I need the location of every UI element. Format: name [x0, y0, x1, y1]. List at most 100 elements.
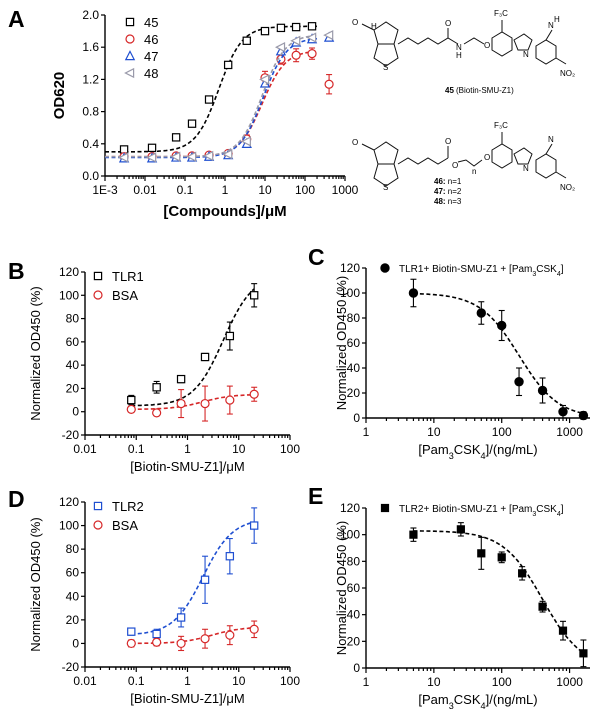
chart-b-series-1-legend-label: BSA — [112, 288, 138, 303]
ester-carbonyl-o: O — [445, 137, 451, 146]
chart-a-series-0-point — [276, 23, 286, 33]
chart-a-ylabel: OD620 — [51, 72, 68, 120]
repeat-n: n — [472, 167, 476, 176]
compound-48-id: 48: — [434, 197, 446, 206]
chart-c-series-0-legend-marker — [380, 263, 390, 273]
chart-b-ytick-label: 0 — [72, 405, 79, 419]
phenyl-ring-2 — [491, 143, 513, 169]
chart-b-series-1-fit-line — [131, 393, 255, 411]
imidazole-n: N — [523, 50, 529, 59]
chart-b-series-0-point — [127, 395, 136, 405]
chart-d-ytick-label: 0 — [72, 636, 79, 650]
chart-b-series-0-point — [249, 291, 259, 300]
chart-a-series-0-point — [291, 22, 301, 32]
chart-a-xtick-label: 1000 — [332, 183, 359, 197]
chart-a-series-1-point — [307, 49, 317, 59]
chart-c-ytick-label: 100 — [340, 286, 360, 300]
chart-d-ytick-label: 100 — [59, 519, 79, 533]
chart-e-ytick-label: 40 — [347, 608, 361, 622]
chart-e-series-0-point — [518, 569, 527, 578]
chart-d-series-1-point — [176, 638, 186, 649]
chart-a-series-3-point — [170, 151, 181, 162]
nh-h: H — [554, 15, 560, 24]
chart-d-series-0-legend-label: TLR2 — [112, 499, 144, 514]
chart-a-xtick-label: 0.1 — [177, 183, 194, 197]
chart-b-series-1-point — [176, 398, 186, 409]
chart-b-series-0-point — [152, 383, 161, 392]
chart-c-series-0-fit-line — [413, 292, 584, 415]
imidazole-ring-2 — [513, 147, 533, 165]
chart-a-series-3-point — [290, 35, 301, 46]
chart-a: 0.0 0.4 0.8 1.2 1.6 2.0 1E-3 0.01 0.1 1 10 100 1000 [… — [51, 8, 359, 220]
chart-b-series-1-point — [152, 408, 162, 418]
chart-a-series-0-point — [119, 145, 129, 154]
chart-d-series-1-point — [249, 624, 259, 634]
chart-a-xtick-label: 100 — [295, 183, 315, 197]
chart-b: -20 0 20 40 60 80 100 120 0.01 0.1 1 10 100 [Biotin-S… — [28, 265, 300, 474]
chart-e-series-0-point — [409, 530, 418, 539]
panel-letter-e: E — [308, 483, 323, 509]
chart-c-ytick-label: 120 — [340, 261, 360, 275]
biotin-thiophane-ring-2 — [373, 163, 399, 187]
chart-e-xtick-label: 100 — [492, 675, 512, 689]
nitro-group-2: NO₂ — [560, 183, 575, 192]
chart-a-series-3-point — [259, 74, 270, 85]
chart-a-series-0-point — [223, 60, 233, 70]
chart-d-series-0-point — [152, 629, 161, 639]
biotin-ureido-ring-2 — [373, 141, 399, 165]
chart-d-series-1-fit-line — [131, 627, 255, 645]
chart-a-series-3-point — [222, 149, 233, 160]
chart-b-series-0-point — [200, 352, 210, 362]
amide-oxygen: O — [445, 19, 451, 28]
biotin-oxygen-2: O — [352, 138, 358, 147]
biotin-ureido-ring — [373, 21, 399, 45]
chart-a-xtick-label: 10 — [258, 183, 272, 197]
nh-group-2: N — [548, 135, 554, 144]
chart-a-xtick-label: 1 — [222, 183, 229, 197]
chart-d-ytick-label: 80 — [66, 542, 80, 556]
chart-a-ytick-label: 1.2 — [82, 72, 99, 86]
chart-a-series-0-point — [260, 26, 270, 36]
chart-d-ytick-label: 20 — [66, 613, 80, 627]
chart-c-series-0-point — [408, 288, 419, 298]
chart-c-xlabel: [Pam3CSK4]/(ng/mL) — [418, 442, 537, 461]
chart-b-ytick-label: -20 — [62, 428, 80, 442]
svg-text:46: n=1: 46: n=1 — [434, 177, 462, 186]
ester-oxygen: O — [452, 161, 458, 170]
pentyl-chain-2 — [397, 157, 449, 165]
biotin-sulfur: S — [383, 63, 388, 72]
chart-a-series-0-point — [242, 36, 251, 45]
chart-e-ytick-label: 120 — [340, 501, 360, 515]
chart-d-ytick-label: 60 — [66, 566, 80, 580]
chart-a-series-2-legend-label: 47 — [144, 49, 158, 64]
chart-b-xtick-label: 0.1 — [128, 442, 145, 456]
chart-d-xlabel: [Biotin-SMU-Z1]/μM — [130, 691, 244, 706]
chart-b-xlabel: [Biotin-SMU-Z1]/μM — [130, 459, 244, 474]
chart-d-series-1-legend-marker — [93, 520, 103, 530]
phenyl-ring — [491, 31, 513, 57]
svg-text:47: n=2: 47: n=2 — [434, 187, 462, 196]
ether-oxygen: O — [484, 41, 490, 50]
ether-oxygen-2: O — [484, 153, 490, 162]
nitrophenyl-ring-2 — [535, 153, 557, 179]
chart-d-series-1-legend-label: BSA — [112, 518, 138, 533]
chart-a-series-3-legend-label: 48 — [144, 66, 158, 81]
chart-b-xtick-label: 10 — [232, 442, 246, 456]
chart-e-ylabel: Normalized OD450 (%) — [334, 521, 349, 655]
imidazole-ring — [513, 33, 533, 51]
chart-b-ytick-label: 80 — [66, 312, 80, 326]
amide-h: H — [456, 51, 462, 60]
chart-a-series-0-legend-label: 45 — [144, 15, 158, 30]
biotin-sulfur-2: S — [383, 183, 388, 192]
cf3-group-2: F₃C — [494, 121, 508, 130]
chart-b-ytick-label: 60 — [66, 335, 80, 349]
chart-a-xtick-label: 1E-3 — [92, 183, 118, 197]
chart-d-series-0-point — [176, 613, 186, 622]
chart-b-xtick-label: 1 — [184, 442, 191, 456]
chart-d-xtick-label: 0.01 — [73, 674, 97, 688]
pentyl-chain — [397, 37, 459, 45]
chart-a-series-3-legend-marker — [124, 67, 135, 79]
compound-48-n: n=3 — [446, 197, 462, 206]
panel-letter-a: A — [8, 6, 25, 32]
chart-a-ytick-label: 1.6 — [82, 40, 99, 54]
